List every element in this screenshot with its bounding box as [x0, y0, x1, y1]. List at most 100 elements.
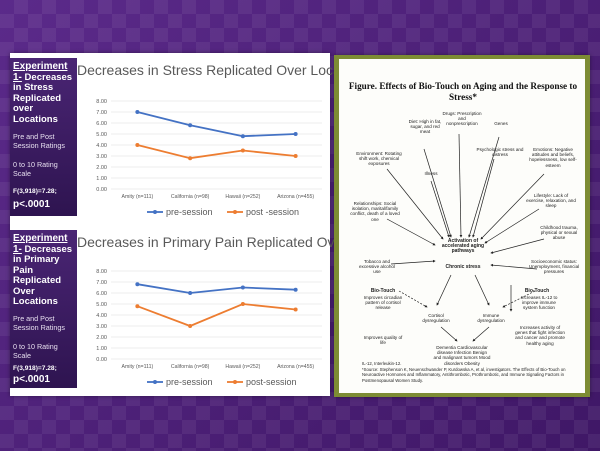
- experiment1-heading-text: Decreases in Stress Replicated over Loca…: [13, 71, 73, 125]
- data-point: [240, 285, 245, 290]
- legend-label: post-session: [246, 377, 297, 387]
- data-point: [135, 304, 140, 309]
- node-cortisol: Cortisol dysregulation: [422, 313, 450, 324]
- data-point: [240, 302, 245, 306]
- y-tick-label: 6.00: [96, 121, 107, 127]
- dashed-arrow-right: [502, 290, 536, 308]
- data-point: [188, 123, 193, 128]
- experiment2-scale: 0 to 10 Rating Scale: [13, 342, 58, 360]
- arrow-diet: [423, 148, 452, 238]
- figure-document: Figure. Effects of Bio-Touch on Aging an…: [339, 59, 585, 393]
- arrow-childhood: [490, 238, 545, 254]
- arrow-tobacco: [390, 259, 436, 265]
- figure-source: *Source: Stephenson K, Neuenschwander P,…: [362, 367, 566, 383]
- arrow-emotions: [480, 173, 545, 240]
- x-tick-label: California (n=98): [171, 194, 210, 200]
- node-genes: Genes: [494, 121, 508, 126]
- experiment1-ratings: Pre and Post Session Ratings: [13, 132, 65, 150]
- y-tick-label: 4.00: [96, 143, 107, 149]
- y-tick-label: 0.00: [96, 357, 107, 363]
- figure-frame: Figure. Effects of Bio-Touch on Aging an…: [334, 55, 590, 397]
- legend-marker: [153, 380, 157, 384]
- legend-label: pre-session: [166, 207, 213, 217]
- y-tick-label: 8.00: [96, 269, 107, 275]
- arrow-genes: [468, 136, 500, 238]
- y-tick-label: 8.00: [96, 99, 107, 105]
- experiment1-heading-exp: Experiment: [13, 61, 68, 72]
- node-quality: Improves quality of life: [363, 335, 403, 346]
- legend-marker: [233, 210, 237, 214]
- y-tick-label: 1.00: [96, 176, 107, 182]
- arrow-cortisol-outcomes: [440, 326, 458, 342]
- chart1-title: Decreases in Stress Replicated Over Loca…: [77, 62, 371, 78]
- dashed-arrow-left: [398, 290, 428, 308]
- y-tick-label: 0.00: [96, 187, 107, 193]
- series-line-pre: [137, 111, 296, 138]
- node-lifestyle: Lifestyle: Lack of exercise, relaxation,…: [526, 193, 576, 209]
- x-tick-label: Arizona (n=455): [277, 364, 314, 370]
- series-line-post: [137, 144, 296, 160]
- data-point: [135, 110, 140, 114]
- legend-marker: [233, 380, 237, 384]
- node-environment: Environment: Rotating shift work, chemic…: [356, 151, 402, 167]
- data-point: [293, 307, 298, 312]
- experiment1-fstat: F(3,918)=7.28;: [13, 188, 57, 195]
- data-point: [135, 282, 140, 287]
- arrow-psych: [472, 158, 495, 238]
- x-tick-label: Hawaii (n=252): [225, 364, 260, 370]
- data-point: [188, 156, 193, 161]
- arrow-illness: [430, 180, 450, 238]
- experiment2-heading-num: 1-: [13, 243, 22, 255]
- experiment2-heading: Experiment 1- Decreases in Primary Pain …: [13, 233, 75, 308]
- series-line-pre: [137, 283, 296, 294]
- x-tick-label: California (n=98): [171, 364, 210, 370]
- node-drugs: Drugs: Prescription and nonprescription: [442, 111, 482, 127]
- arrow-cortisol: [436, 274, 452, 306]
- node-biotouch-right: Bio-Touch: [524, 288, 550, 294]
- y-tick-label: 2.00: [96, 335, 107, 341]
- x-tick-label: Amity (n=111): [122, 364, 154, 370]
- node-biotouch-right-text: Increases IL-12 to improve immune system…: [520, 295, 558, 311]
- data-point: [293, 132, 298, 136]
- x-tick-label: Arizona (n=455): [277, 194, 314, 200]
- data-point: [240, 134, 245, 139]
- x-tick-label: Amity (n=111): [122, 194, 154, 200]
- y-tick-label: 3.00: [96, 154, 107, 160]
- node-biotouch-left: Bio-Touch: [370, 288, 396, 294]
- experiment2-fstat: F(3,918)=7.28;: [13, 365, 57, 372]
- chart2-title: Decreases in Primary Pain Replicated Ove…: [77, 234, 404, 250]
- data-point: [293, 154, 298, 158]
- node-illness: Illness: [424, 171, 438, 176]
- arrow-drugs: [458, 133, 463, 238]
- arrow-immune-outcomes: [472, 326, 490, 342]
- figure-arrows: [386, 133, 545, 342]
- node-outcomes: Dementia Cardiovascular disease Infectio…: [433, 345, 491, 366]
- experiment1-sidebar: Experiment 1- Decreases in Stress Replic…: [10, 58, 77, 216]
- node-relationships: Relationships: Social isolation, marital…: [350, 201, 400, 222]
- y-tick-label: 1.00: [96, 346, 107, 352]
- stress-line-chart: 0.00 1.00 2.00 3.00 4.00 5.00 6.00 7.00 8.00 Amit…: [96, 99, 322, 217]
- experiment2-ratings: Pre and Post Session Ratings: [13, 314, 65, 332]
- x-tick-label: Hawaii (n=252): [225, 194, 260, 200]
- node-emotions: Emotions: Negative attitudes and beliefs…: [529, 147, 577, 168]
- figure-title: Figure. Effects of Bio-Touch on Aging an…: [348, 81, 578, 102]
- y-tick-label: 4.00: [96, 313, 107, 319]
- y-tick-label: 7.00: [96, 280, 107, 286]
- data-point: [188, 291, 193, 295]
- y-tick-label: 3.00: [96, 324, 107, 330]
- y-tick-label: 2.00: [96, 165, 107, 171]
- pain-line-chart: 0.00 1.00 2.00 3.00 4.00 5.00 6.00 7.00 8.00 Amit…: [96, 269, 322, 387]
- legend-label: post -session: [246, 207, 299, 217]
- data-point: [240, 148, 245, 153]
- experiment2-pvalue: p<.0001: [13, 374, 50, 385]
- data-point: [135, 143, 140, 147]
- arrow-immune: [474, 274, 490, 306]
- series-line-post: [137, 303, 296, 327]
- node-diet: Diet: High in fat, sugar, and red meat: [408, 119, 442, 135]
- data-point: [293, 287, 298, 292]
- node-tobacco: Tobacco and excessive alcohol use: [358, 259, 395, 275]
- experiment2-sidebar: Experiment 1- Decreases in Primary Pain …: [10, 230, 77, 388]
- experiment2-heading-text: Decreases in Primary Pain Replicated Ove…: [13, 243, 73, 307]
- legend-marker: [153, 210, 157, 214]
- experiment1-scale: 0 to 10 Rating Scale: [13, 160, 58, 178]
